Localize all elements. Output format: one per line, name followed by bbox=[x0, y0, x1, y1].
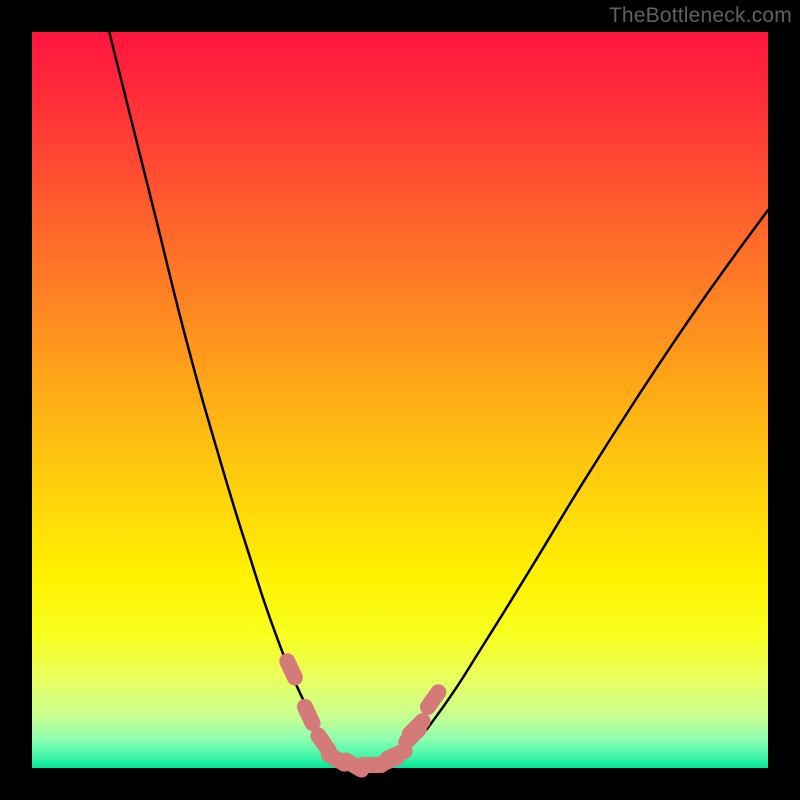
data-marker bbox=[428, 692, 438, 707]
data-marker bbox=[287, 661, 295, 677]
bottleneck-chart bbox=[0, 0, 800, 800]
data-marker bbox=[305, 707, 313, 723]
data-marker bbox=[388, 751, 404, 758]
data-marker bbox=[410, 721, 423, 734]
gradient-background bbox=[32, 32, 768, 768]
watermark-text: TheBottleneck.com bbox=[609, 4, 792, 28]
